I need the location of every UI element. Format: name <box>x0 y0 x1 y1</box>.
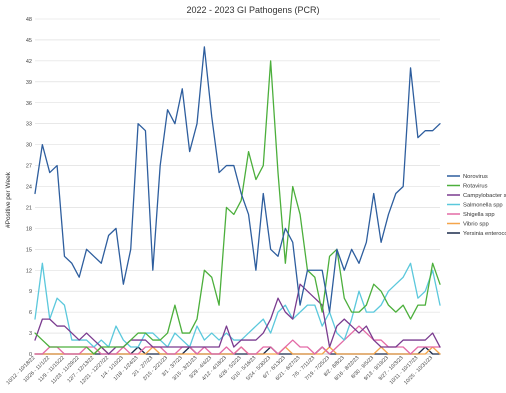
y-tick-label: 9 <box>29 289 32 295</box>
legend: Norovirus Rotavirus Campylobacter spp Salmo… <box>447 174 506 237</box>
y-tick-label: 6 <box>29 310 32 316</box>
y-tick-label: 45 <box>26 38 32 44</box>
y-axis-label: #Positive per Week <box>5 171 12 228</box>
series-line-norovirus <box>34 46 441 313</box>
legend-label: Campylobacter spp <box>463 193 506 199</box>
series-line-rotavirus <box>34 60 441 355</box>
series-lines <box>34 46 441 355</box>
y-tick-label: 27 <box>26 164 32 170</box>
legend-label: Rotavirus <box>463 184 488 190</box>
series-line-salmonella-spp <box>34 262 441 348</box>
y-tick-label: 39 <box>26 80 32 86</box>
legend-label: Shigella spp <box>463 212 495 218</box>
series-line-campylobacter-spp <box>34 283 441 355</box>
y-tick-label: 3 <box>29 331 32 337</box>
legend-label: Norovirus <box>463 174 488 180</box>
y-tick-label: 18 <box>26 226 32 232</box>
y-tick-label: 30 <box>26 143 32 149</box>
gridlines <box>35 18 440 355</box>
y-tick-label: 24 <box>26 185 32 191</box>
legend-label: Yersinia enterocolitica <box>463 231 506 237</box>
y-tick-label: 12 <box>26 268 32 274</box>
y-tick-label: 48 <box>26 17 32 23</box>
legend-label: Vibrio spp <box>463 222 489 228</box>
y-tick-label: 0 <box>29 352 32 358</box>
y-tick-label: 42 <box>26 59 32 65</box>
y-tick-label: 33 <box>26 122 32 128</box>
y-tick-label: 15 <box>26 247 32 253</box>
chart-title: 2022 - 2023 GI Pathogens (PCR) <box>186 5 319 15</box>
legend-label: Salmonella spp <box>463 203 503 209</box>
y-tick-label: 36 <box>26 101 32 107</box>
y-tick-label: 21 <box>26 205 32 211</box>
